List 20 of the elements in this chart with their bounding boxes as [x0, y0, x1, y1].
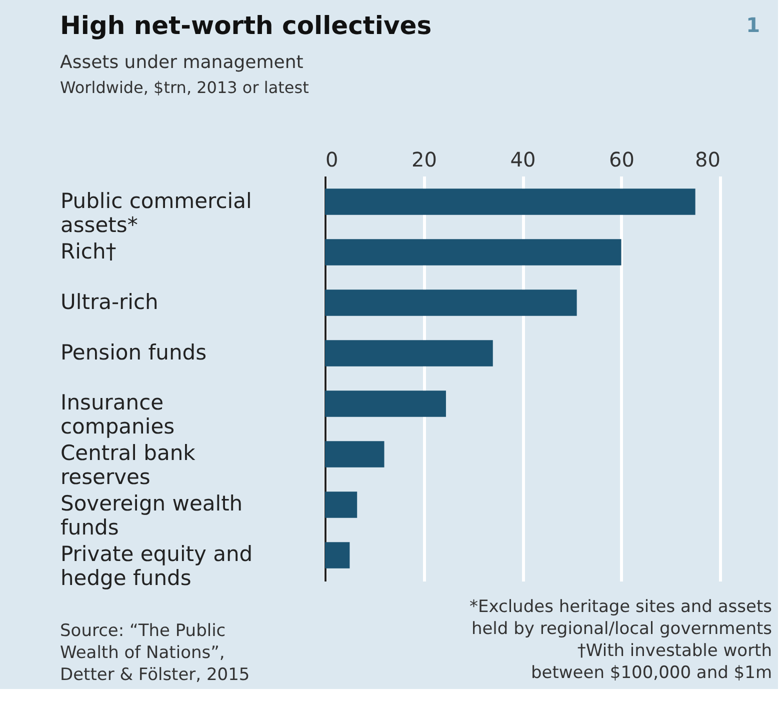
- y-tick-label: Pension funds: [60, 340, 207, 364]
- y-tick-label: Public commercial assets*: [60, 188, 252, 237]
- y-tick-label: Central bank reserves: [60, 441, 196, 490]
- text: Worldwide, $trn, 2013 or latest: [60, 78, 309, 97]
- y-tick-label: Rich†: [60, 239, 116, 264]
- x-tick-label: 80: [695, 148, 720, 172]
- y-tick-label: Sovereign wealth funds: [60, 492, 243, 540]
- text: *Excludes heritage sites and assets held by regional/local governments: [469, 597, 772, 639]
- source-note: Source: “The Public Wealth of Nations”, Detter & Fölster, 2015: [60, 621, 250, 685]
- text: †With investable worth between $100,000 and $1m: [530, 641, 772, 683]
- text: 1: [746, 13, 760, 37]
- y-tick-label: Insurance companies: [60, 390, 175, 439]
- x-tick-label: 0: [326, 148, 338, 172]
- x-tick-label: 40: [510, 148, 536, 172]
- y-tick-label: Private equity and hedge funds: [60, 542, 253, 590]
- x-tick-label: 20: [412, 148, 437, 172]
- x-tick-label: 60: [609, 148, 634, 172]
- y-tick-label: Ultra-rich: [60, 290, 158, 314]
- chart-title: High net-worth collectives: [60, 11, 432, 40]
- text: Assets under management: [60, 52, 304, 73]
